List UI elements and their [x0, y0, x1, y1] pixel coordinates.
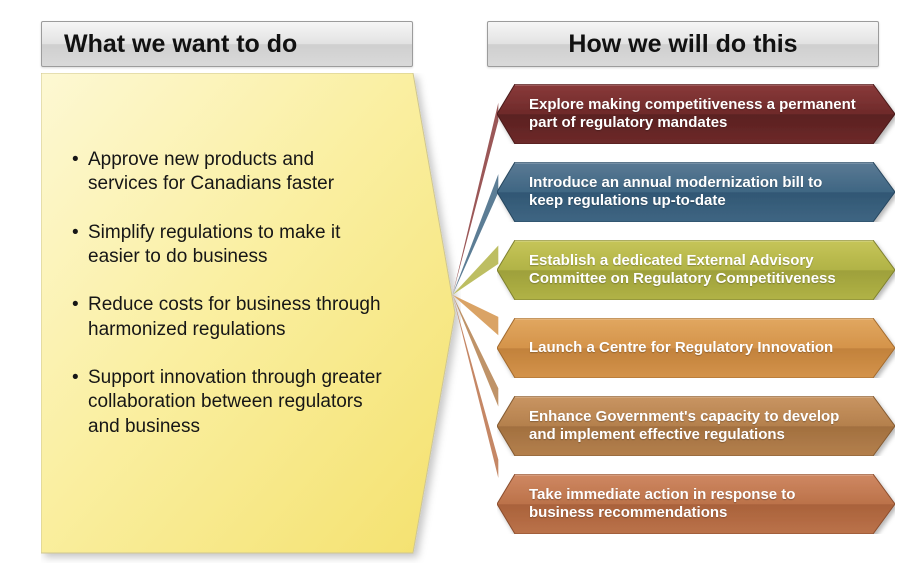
left-panel-header: What we want to do: [41, 21, 413, 67]
left-bullet-item: Approve new products and services for Ca…: [72, 148, 382, 197]
right-panel-title: How we will do this: [568, 30, 797, 59]
action-arrow: Launch a Centre for Regulatory Innovatio…: [497, 318, 895, 378]
action-arrow: Explore making competitiveness a permane…: [497, 84, 895, 144]
action-arrow-label: Establish a dedicated External Advisory …: [529, 240, 859, 300]
bullet-text: Support innovation through greater colla…: [88, 367, 382, 437]
bullet-text: Simplify regulations to make it easier t…: [88, 222, 340, 267]
left-bullet-item: Simplify regulations to make it easier t…: [72, 221, 382, 270]
left-bullet-item: Support innovation through greater colla…: [72, 366, 382, 439]
bullet-text: Approve new products and services for Ca…: [88, 149, 334, 194]
action-arrow-label: Launch a Centre for Regulatory Innovatio…: [529, 318, 859, 378]
bullet-text: Reduce costs for business through harmon…: [88, 294, 381, 339]
action-arrow: Introduce an annual modernization bill t…: [497, 162, 895, 222]
left-bullet-list: Approve new products and services for Ca…: [72, 148, 382, 463]
action-arrow-label: Explore making competitiveness a permane…: [529, 84, 859, 144]
action-arrow-label: Enhance Government's capacity to develop…: [529, 396, 859, 456]
left-panel-title: What we want to do: [64, 30, 297, 59]
left-bullet-item: Reduce costs for business through harmon…: [72, 293, 382, 342]
action-arrow: Establish a dedicated External Advisory …: [497, 240, 895, 300]
action-arrow: Take immediate action in response to bus…: [497, 474, 895, 534]
action-arrow: Enhance Government's capacity to develop…: [497, 396, 895, 456]
right-panel-header: How we will do this: [487, 21, 879, 67]
action-arrow-label: Introduce an annual modernization bill t…: [529, 162, 859, 222]
action-arrow-label: Take immediate action in response to bus…: [529, 474, 859, 534]
